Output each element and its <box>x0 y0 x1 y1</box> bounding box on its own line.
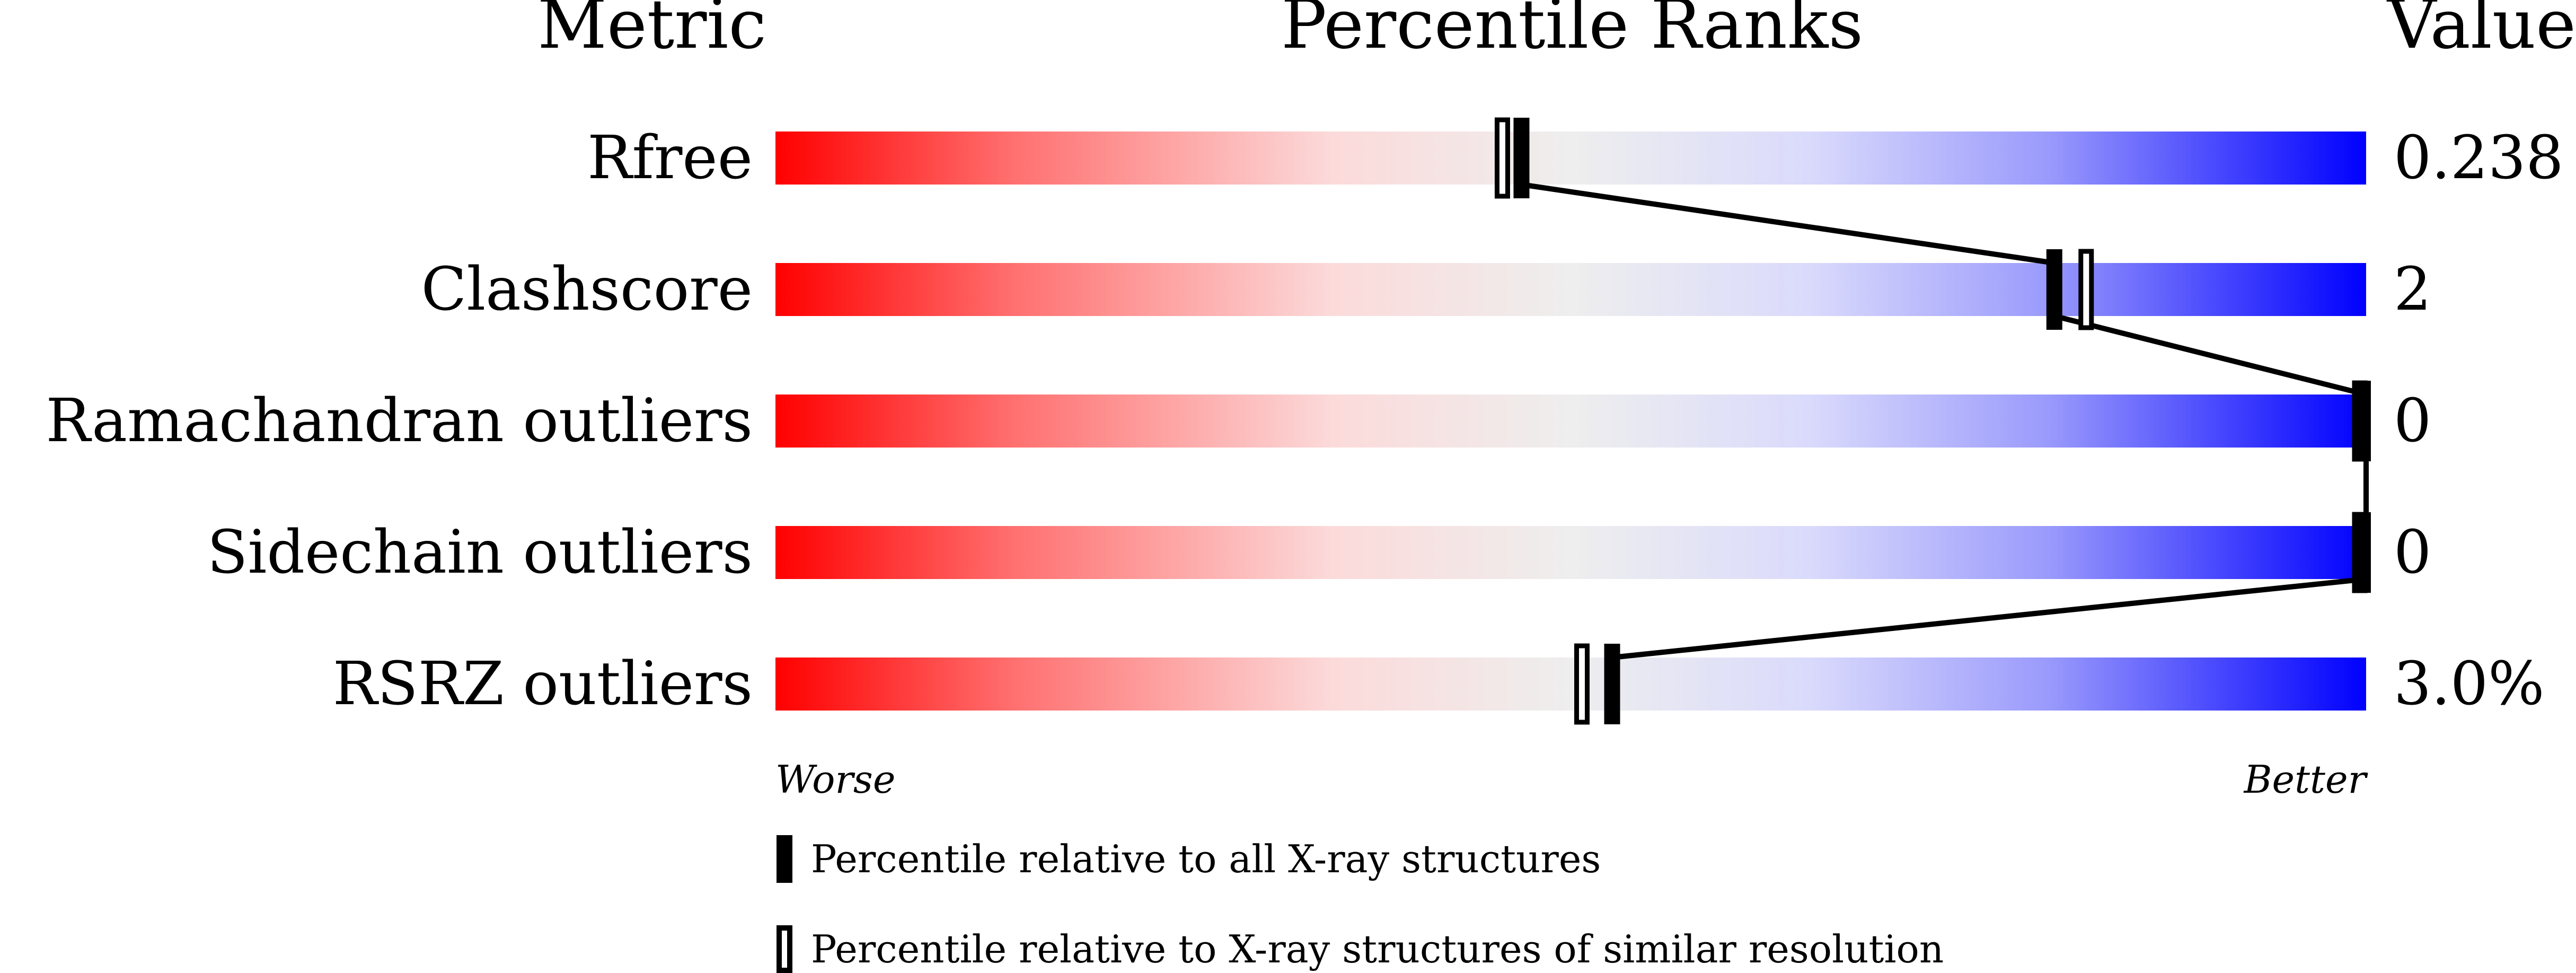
metric-value: 0 <box>2394 387 2431 455</box>
legend-all-label: Percentile relative to all X-ray structu… <box>811 837 1601 881</box>
metric-label: Sidechain outliers <box>207 518 753 587</box>
similar-resolution-marker <box>1494 117 1510 199</box>
axis-worse-label: Worse <box>775 757 895 802</box>
similar-resolution-marker <box>2078 249 2094 330</box>
similar-resolution-marker <box>1574 643 1590 725</box>
percentile-bar <box>775 658 2366 711</box>
metric-value: 2 <box>2394 255 2431 324</box>
header-metric: Metric <box>537 0 766 64</box>
legend-filled-marker-icon <box>777 835 792 883</box>
percentile-bar <box>775 132 2366 185</box>
header-value: Value <box>2386 0 2576 64</box>
percentile-bar <box>775 263 2366 316</box>
all-structures-marker <box>2355 512 2371 593</box>
header-percentile-ranks: Percentile Ranks <box>1281 0 1863 64</box>
all-structures-marker <box>1604 644 1620 724</box>
metric-value: 0.238 <box>2394 124 2564 192</box>
metric-label: Clashscore <box>421 255 753 324</box>
percentile-bar <box>775 395 2366 448</box>
rows: Rfree 0.238 Clashscore 2 Ramachandran outlie… <box>46 117 2564 725</box>
all-structures-marker <box>2355 381 2371 461</box>
all-structures-marker <box>2046 249 2062 330</box>
legend-open-marker-icon <box>777 925 792 973</box>
connector-line <box>2053 313 2367 397</box>
legend-similar-label: Percentile relative to X-ray structures … <box>811 927 1944 971</box>
metric-label: RSRZ outliers <box>333 650 753 718</box>
percentile-bar <box>775 526 2366 579</box>
metric-label: Rfree <box>587 124 753 192</box>
metric-value: 3.0% <box>2394 650 2545 718</box>
metric-label: Ramachandran outliers <box>46 387 753 455</box>
connector-line <box>1612 576 2367 660</box>
axis-better-label: Better <box>2243 757 2368 802</box>
all-structures-marker <box>1513 118 1530 198</box>
metric-value: 0 <box>2394 518 2431 587</box>
connector-line <box>1521 182 2055 266</box>
